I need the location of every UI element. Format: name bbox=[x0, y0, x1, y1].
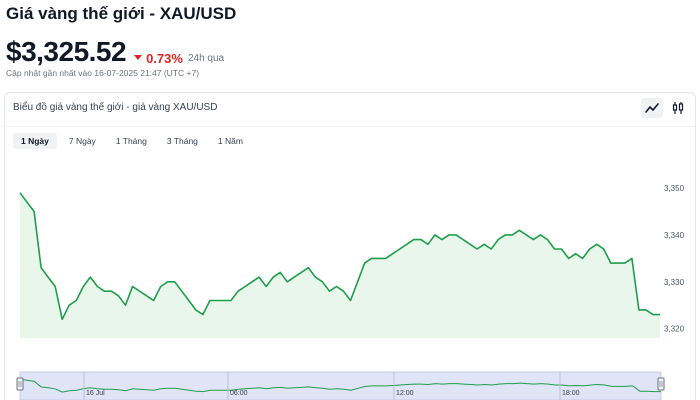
change-period: 24h qua bbox=[187, 53, 225, 64]
price-line bbox=[19, 192, 660, 321]
current-price: $3,325.52 bbox=[6, 36, 127, 67]
line-chart-icon bbox=[645, 103, 659, 113]
y-tick-label: 3,330 bbox=[664, 278, 685, 287]
tab-1-year[interactable]: 1 Năm bbox=[217, 136, 243, 146]
price-area bbox=[20, 192, 660, 338]
page-title: Giá vàng thế giới - XAU/USD bbox=[6, 4, 237, 23]
range-tabs: 1 Ngày 7 Ngày 1 Tháng 3 Tháng 1 Năm bbox=[13, 133, 251, 149]
y-tick-label: 3,350 bbox=[664, 184, 685, 193]
navigator-window bbox=[19, 371, 662, 400]
candlestick-button[interactable] bbox=[667, 98, 689, 118]
price-row: $3,325.52 0.73% 24h qua bbox=[6, 36, 224, 68]
y-tick-label: 3,320 bbox=[664, 325, 685, 334]
navigator-label: 12:00 bbox=[396, 390, 414, 397]
chart-card: Biểu đồ giá vàng thế giới - giá vàng XAU… bbox=[4, 92, 696, 400]
navigator-label: 16 Jul bbox=[86, 390, 105, 397]
card-divider bbox=[5, 126, 695, 127]
caret-down-icon bbox=[134, 55, 143, 60]
navigator-line bbox=[19, 378, 661, 393]
navigator-left-handle[interactable] bbox=[16, 377, 24, 391]
chart-type-switcher bbox=[641, 98, 689, 118]
navigator-label: 18:00 bbox=[562, 390, 580, 397]
y-tick-label: 3,340 bbox=[664, 231, 685, 240]
navigator-label: 06:00 bbox=[230, 390, 248, 397]
tab-1-day[interactable]: 1 Ngày bbox=[13, 133, 57, 149]
tab-3-months[interactable]: 3 Tháng bbox=[166, 136, 198, 146]
navigator-right-handle[interactable] bbox=[657, 377, 665, 391]
tab-1-month[interactable]: 1 Tháng bbox=[115, 136, 147, 146]
tab-7-days[interactable]: 7 Ngày bbox=[68, 136, 96, 146]
line-chart-button[interactable] bbox=[641, 98, 663, 118]
chart-title: Biểu đồ giá vàng thế giới - giá vàng XAU… bbox=[13, 102, 218, 113]
last-updated: Cập nhật gần nhất vào 16-07-2025 21:47 (… bbox=[6, 68, 200, 78]
price-change-percent: 0.73% bbox=[146, 51, 183, 66]
candlestick-icon bbox=[672, 102, 684, 114]
price-change: 0.73% bbox=[134, 51, 183, 66]
